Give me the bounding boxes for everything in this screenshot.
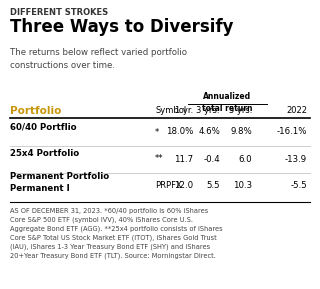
Text: 11.7: 11.7 [174, 155, 193, 164]
Text: 9.8%: 9.8% [230, 127, 252, 136]
Text: 10.3: 10.3 [233, 181, 252, 190]
Text: 3 yrs.: 3 yrs. [196, 106, 220, 115]
Text: Symbol: Symbol [155, 106, 186, 115]
Text: -5.5: -5.5 [290, 181, 307, 190]
Text: The returns below reflect varied portfolio
constructions over time.: The returns below reflect varied portfol… [10, 48, 187, 69]
Text: -0.4: -0.4 [203, 155, 220, 164]
Text: 4.6%: 4.6% [198, 127, 220, 136]
Text: DIFFERENT STROKES: DIFFERENT STROKES [10, 8, 108, 17]
Text: PRPFX: PRPFX [155, 181, 182, 190]
Text: Portfolio: Portfolio [10, 106, 61, 116]
Text: 5.5: 5.5 [206, 181, 220, 190]
Text: Three Ways to Diversify: Three Ways to Diversify [10, 18, 234, 36]
Text: Annualized
total return: Annualized total return [202, 92, 253, 113]
Text: AS OF DECEMBER 31, 2023. *60/40 portfolio is 60% iShares
Core S&P 500 ETF (symbo: AS OF DECEMBER 31, 2023. *60/40 portfoli… [10, 208, 223, 259]
Text: 2022: 2022 [286, 106, 307, 115]
Text: 1 yr.: 1 yr. [175, 106, 193, 115]
Text: -16.1%: -16.1% [276, 127, 307, 136]
Text: 6.0: 6.0 [238, 155, 252, 164]
Text: **: ** [155, 155, 164, 164]
Text: -13.9: -13.9 [285, 155, 307, 164]
Text: *: * [155, 127, 159, 136]
Text: 12.0: 12.0 [174, 181, 193, 190]
Text: 60/40 Portflio: 60/40 Portflio [10, 122, 76, 131]
Text: Permanent Portfolio
Permanent I: Permanent Portfolio Permanent I [10, 172, 109, 193]
Text: 25x4 Portfolio: 25x4 Portfolio [10, 149, 79, 158]
Text: 18.0%: 18.0% [166, 127, 193, 136]
Text: 5 yrs.: 5 yrs. [228, 106, 252, 115]
